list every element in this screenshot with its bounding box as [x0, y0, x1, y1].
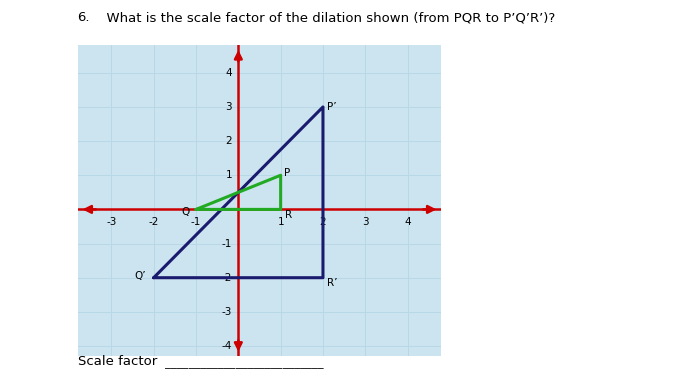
Text: 4: 4	[225, 68, 232, 78]
Text: 2: 2	[225, 136, 232, 146]
Text: -2: -2	[222, 273, 232, 283]
Text: -2: -2	[148, 217, 159, 227]
Text: -4: -4	[222, 341, 232, 351]
Text: Q’: Q’	[135, 271, 146, 281]
Text: 6.: 6.	[78, 11, 90, 24]
Text: -3: -3	[222, 307, 232, 317]
Text: -1: -1	[222, 238, 232, 249]
Text: P’: P’	[327, 102, 337, 112]
Text: 1: 1	[277, 217, 284, 227]
Text: ___________________________: ___________________________	[165, 359, 324, 369]
Text: R: R	[285, 210, 292, 219]
Text: 4: 4	[404, 217, 411, 227]
Text: Scale factor: Scale factor	[78, 355, 157, 368]
Text: 1: 1	[225, 170, 232, 180]
Text: Q: Q	[181, 207, 189, 217]
Text: -3: -3	[106, 217, 117, 227]
Text: 3: 3	[225, 102, 232, 112]
Text: What is the scale factor of the dilation shown (from PQR to P’Q’R’)?: What is the scale factor of the dilation…	[98, 11, 555, 24]
Text: R’: R’	[327, 278, 338, 288]
Text: 2: 2	[319, 217, 326, 227]
Text: -1: -1	[191, 217, 202, 227]
Text: 3: 3	[362, 217, 369, 227]
Text: P: P	[284, 168, 290, 178]
